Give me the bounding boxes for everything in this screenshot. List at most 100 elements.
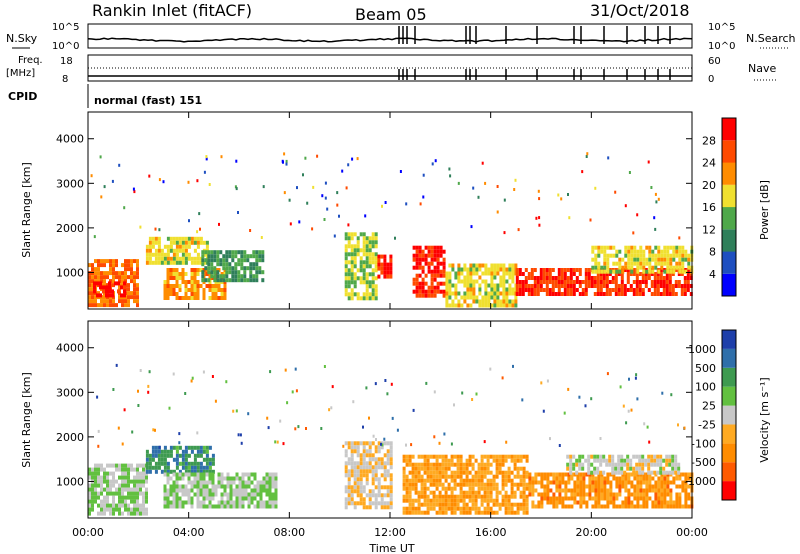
velocity-cell <box>256 488 260 493</box>
power-cell <box>193 288 197 292</box>
velocity-cell <box>546 476 550 481</box>
power-cell <box>647 276 651 280</box>
velocity-cell <box>513 458 517 463</box>
power-cell <box>484 271 488 276</box>
velocity-cell <box>507 478 511 483</box>
velocity-cell <box>142 467 145 472</box>
power-cell <box>575 276 579 280</box>
power-cell <box>353 248 357 253</box>
power-cell <box>499 267 503 272</box>
velocity-cell <box>259 484 263 489</box>
power-cell <box>130 271 133 276</box>
velocity-cell <box>163 469 167 474</box>
velocity-cell <box>262 476 266 481</box>
velocity-cell <box>344 465 348 470</box>
velocity-cell <box>426 494 430 499</box>
power-cell <box>656 280 660 284</box>
velocity-cell <box>91 467 94 472</box>
velocity-cell <box>115 491 118 496</box>
velocity-cell <box>660 488 664 493</box>
power-point <box>316 154 319 158</box>
power-cell <box>205 240 209 245</box>
power-cell <box>445 279 449 284</box>
velocity-cell <box>444 490 448 495</box>
power-cell <box>201 250 205 255</box>
power-cell <box>581 280 585 284</box>
power-cell <box>493 283 497 288</box>
power-cell <box>347 268 351 273</box>
velocity-cell <box>606 488 610 493</box>
power-cell <box>521 292 525 296</box>
velocity-cell <box>181 457 185 462</box>
velocity-cell <box>645 480 649 485</box>
velocity-cell <box>684 480 688 485</box>
velocity-cell <box>91 475 94 480</box>
power-cell <box>668 280 672 284</box>
power-cell <box>603 265 607 270</box>
velocity-cell <box>127 487 130 492</box>
velocity-cell <box>133 491 136 496</box>
power-cell <box>575 280 579 284</box>
velocity-cell <box>133 479 136 484</box>
velocity-cell <box>256 500 260 505</box>
velocity-cell <box>130 463 133 468</box>
velocity-cell <box>274 504 278 509</box>
velocity-cell <box>118 507 121 512</box>
power-cell <box>181 256 185 261</box>
power-cell <box>560 272 564 276</box>
velocity-cell <box>608 458 612 463</box>
power-cell <box>454 295 458 300</box>
power-cell <box>350 244 354 249</box>
power-cell <box>100 259 103 264</box>
power-cell <box>374 252 378 257</box>
power-cell <box>222 254 226 259</box>
power-cell <box>439 269 443 274</box>
power-cell <box>596 284 600 288</box>
power-cell <box>659 272 663 276</box>
velocity-cell <box>543 496 547 501</box>
velocity-cell <box>429 478 433 483</box>
velocity-cell <box>486 478 490 483</box>
power-cell <box>374 284 378 289</box>
power-cell <box>597 261 601 266</box>
velocity-cell <box>573 488 577 493</box>
power-cell <box>412 253 416 258</box>
velocity-cell <box>471 498 475 503</box>
velocity-cell <box>175 480 179 485</box>
velocity-cell <box>163 461 167 466</box>
velocity-cell <box>371 457 375 462</box>
power-cell <box>665 276 669 280</box>
velocity-cell <box>199 461 203 466</box>
velocity-cell <box>383 473 387 478</box>
power-cell <box>353 244 357 249</box>
velocity-cell <box>205 484 209 489</box>
velocity-cell <box>687 476 691 481</box>
velocity-cell <box>136 471 139 476</box>
velocity-cell <box>130 491 133 496</box>
velocity-cell <box>653 454 657 459</box>
power-cell <box>617 272 621 276</box>
velocity-cell <box>630 480 634 485</box>
power-cell <box>127 283 130 288</box>
velocity-cell <box>432 482 436 487</box>
power-cell <box>502 291 506 296</box>
velocity-cell <box>411 462 415 467</box>
velocity-cell <box>405 462 409 467</box>
power-cell <box>356 240 360 245</box>
power-cell <box>172 268 176 272</box>
power-cell <box>166 260 170 265</box>
velocity-cell <box>386 441 390 446</box>
power-cell <box>124 275 127 280</box>
power-point <box>123 206 126 210</box>
power-cell <box>120 285 123 290</box>
power-cell <box>606 253 610 258</box>
velocity-cell <box>519 506 523 511</box>
velocity-cell <box>402 458 406 463</box>
power-cell <box>659 284 663 288</box>
power-cell <box>445 295 449 300</box>
velocity-cbar-frame <box>721 329 737 501</box>
power-cell <box>136 295 139 300</box>
power-cell <box>415 245 419 250</box>
velocity-cell <box>166 469 170 474</box>
